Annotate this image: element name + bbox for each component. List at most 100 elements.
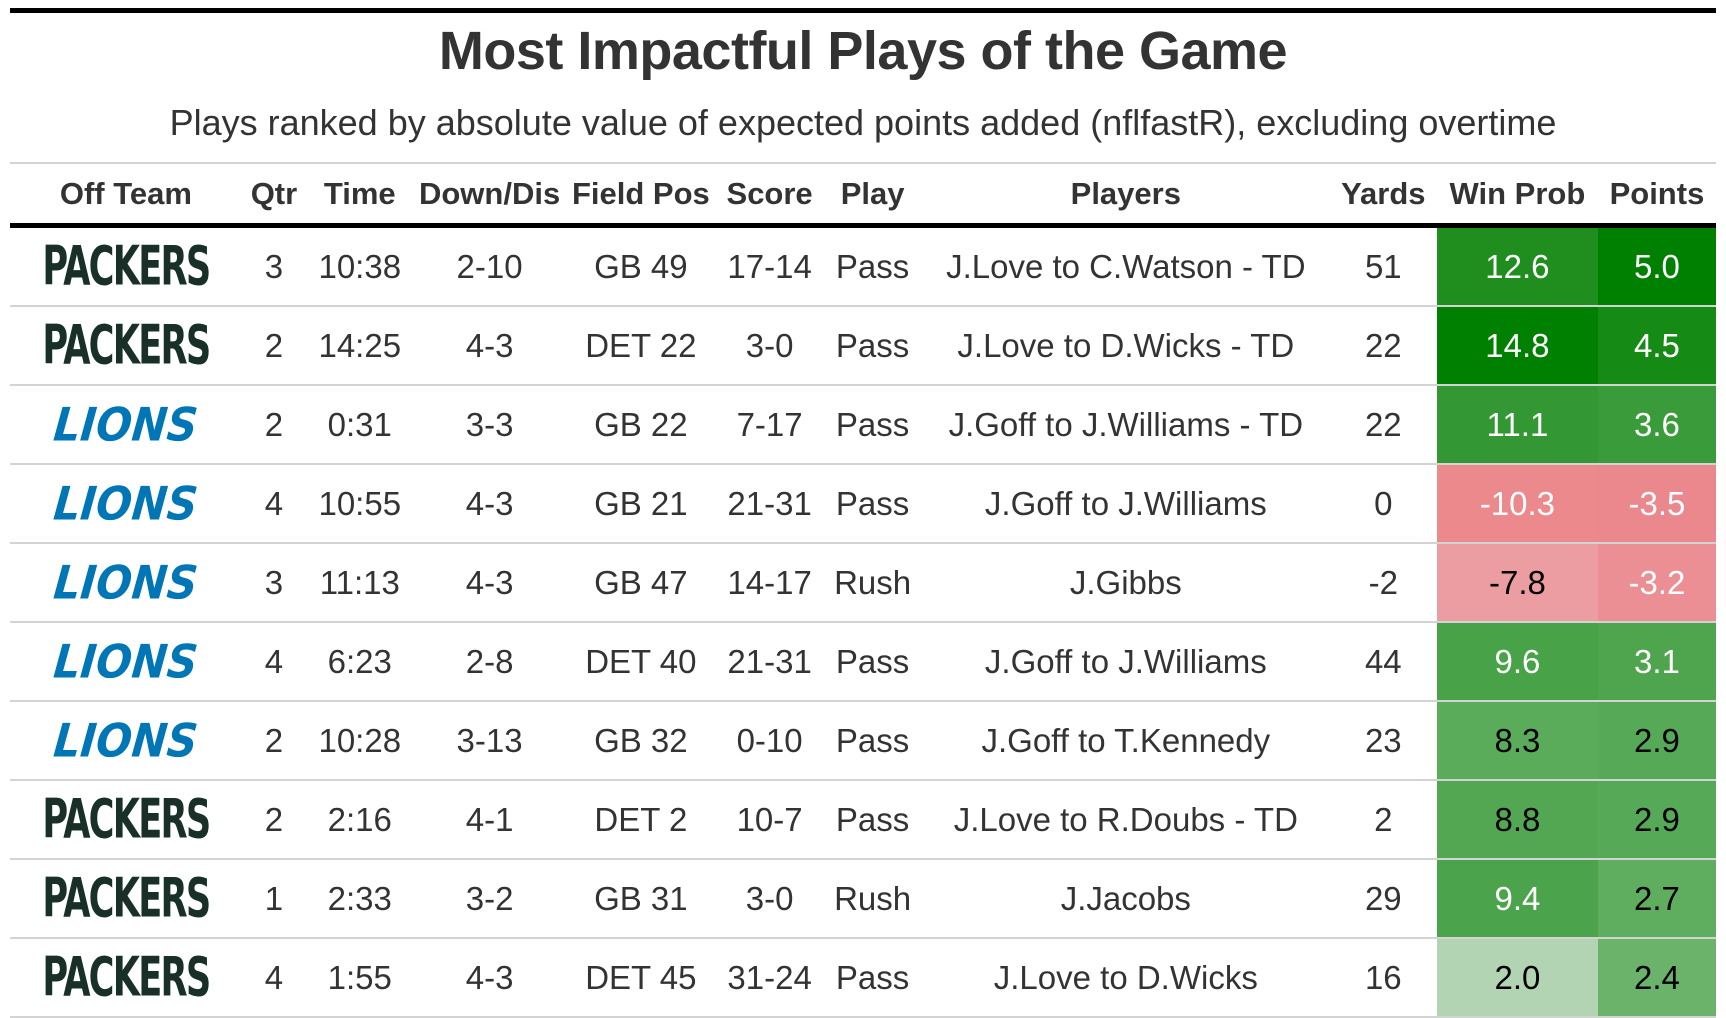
table-row: PACKERS 2 14:25 4-3 DET 22 3-0 Pass J.Love to D… [10,306,1716,386]
cell-down-dis: 2-8 [413,622,566,702]
lions-logo: LIONS [51,555,201,610]
cell-down-dis: 4-3 [413,464,566,544]
cell-win-prob: -7.8 [1436,543,1598,623]
cell-players: J.Goff to J.Williams [921,622,1330,702]
cell-players: J.Love to D.Wicks [921,938,1330,1018]
cell-yards: 29 [1329,859,1437,939]
cell-time: 6:23 [306,622,414,702]
cell-players: J.Goff to J.Williams [921,464,1330,544]
cell-down-dis: 3-13 [413,701,566,781]
cell-yards: 22 [1329,385,1437,465]
cell-qtr: 2 [241,306,307,386]
cell-down-dis: 4-3 [413,306,566,386]
cell-down-dis: 4-3 [413,543,566,623]
table-row: LIONS 4 6:23 2-8 DET 40 21-31 Pass J.Goff to J.… [10,622,1716,702]
cell-points: 2.9 [1597,780,1716,860]
cell-down-dis: 3-3 [413,385,566,465]
cell-play: Pass [823,464,922,544]
cell-off-team: PACKERS [10,859,242,939]
cell-qtr: 4 [241,938,307,1018]
cell-win-prob: 2.0 [1436,938,1598,1018]
cell-field-pos: GB 47 [565,543,716,623]
col-header-players: Players [921,165,1330,228]
cell-yards: 44 [1329,622,1437,702]
cell-time: 1:55 [306,938,414,1018]
cell-time: 0:31 [306,385,414,465]
cell-players: J.Love to D.Wicks - TD [921,306,1330,386]
cell-yards: 22 [1329,306,1437,386]
cell-field-pos: GB 31 [565,859,716,939]
cell-win-prob: -10.3 [1436,464,1598,544]
col-header-field-pos: Field Pos [565,165,716,228]
cell-points: 4.5 [1597,306,1716,386]
cell-off-team: LIONS [10,622,242,702]
cell-play: Pass [823,780,922,860]
cell-qtr: 4 [241,464,307,544]
cell-play: Pass [823,306,922,386]
header-rule [10,162,1716,164]
cell-time: 10:38 [306,225,414,307]
cell-score: 7-17 [715,385,824,465]
cell-play: Rush [823,543,922,623]
cell-down-dis: 4-3 [413,938,566,1018]
cell-off-team: LIONS [10,464,242,544]
cell-players: J.Love to C.Watson - TD [921,225,1330,307]
cell-score: 14-17 [715,543,824,623]
cell-win-prob: 14.8 [1436,306,1598,386]
cell-qtr: 3 [241,225,307,307]
cell-score: 3-0 [715,859,824,939]
cell-off-team: LIONS [10,385,242,465]
cell-qtr: 2 [241,385,307,465]
cell-score: 0-10 [715,701,824,781]
col-header-down-dis: Down/Dis [413,165,566,228]
cell-yards: 2 [1329,780,1437,860]
cell-yards: -2 [1329,543,1437,623]
cell-off-team: PACKERS [10,938,242,1018]
cell-qtr: 4 [241,622,307,702]
cell-points: 5.0 [1597,225,1716,307]
cell-play: Pass [823,622,922,702]
page-subtitle: Plays ranked by absolute value of expect… [169,102,1557,143]
table-row: PACKERS 3 10:38 2-10 GB 49 17-14 Pass J.Love to… [10,225,1716,307]
cell-down-dis: 4-1 [413,780,566,860]
cell-field-pos: DET 22 [565,306,716,386]
cell-play: Pass [823,225,922,307]
lions-logo: LIONS [51,634,201,689]
cell-points: 3.6 [1597,385,1716,465]
cell-time: 10:28 [306,701,414,781]
cell-points: -3.5 [1597,464,1716,544]
table-row: LIONS 2 0:31 3-3 GB 22 7-17 Pass J.Goff to J.Wi… [10,385,1716,465]
cell-score: 17-14 [715,225,824,307]
table-row: LIONS 3 11:13 4-3 GB 47 14-17 Rush J.Gibbs -2 -7.… [10,543,1716,623]
cell-play: Pass [823,385,922,465]
cell-field-pos: GB 22 [565,385,716,465]
cell-time: 2:16 [306,780,414,860]
cell-play: Pass [823,938,922,1018]
cell-time: 14:25 [306,306,414,386]
cell-field-pos: GB 49 [565,225,716,307]
col-header-win-prob: Win Prob [1436,165,1598,228]
cell-down-dis: 3-2 [413,859,566,939]
cell-points: 3.1 [1597,622,1716,702]
col-header-time: Time [306,165,414,228]
cell-field-pos: DET 40 [565,622,716,702]
cell-win-prob: 8.3 [1436,701,1598,781]
col-header-play: Play [823,165,922,228]
cell-score: 10-7 [715,780,824,860]
col-header-score: Score [715,165,824,228]
col-header-points: Points [1597,165,1716,228]
cell-field-pos: DET 2 [565,780,716,860]
plays-table: Off Team Qtr Time Down/Dis Field Pos Sco… [10,165,1716,1018]
lions-logo: LIONS [51,476,201,531]
cell-qtr: 2 [241,780,307,860]
table-row: PACKERS 4 1:55 4-3 DET 45 31-24 Pass J.Love to … [10,938,1716,1018]
cell-players: J.Love to R.Doubs - TD [921,780,1330,860]
cell-off-team: LIONS [10,701,242,781]
cell-win-prob: 9.6 [1436,622,1598,702]
cell-players: J.Gibbs [921,543,1330,623]
cell-score: 21-31 [715,464,824,544]
cell-qtr: 3 [241,543,307,623]
cell-players: J.Goff to T.Kennedy [921,701,1330,781]
packers-logo: PACKERS [42,867,211,930]
cell-off-team: PACKERS [10,225,242,307]
